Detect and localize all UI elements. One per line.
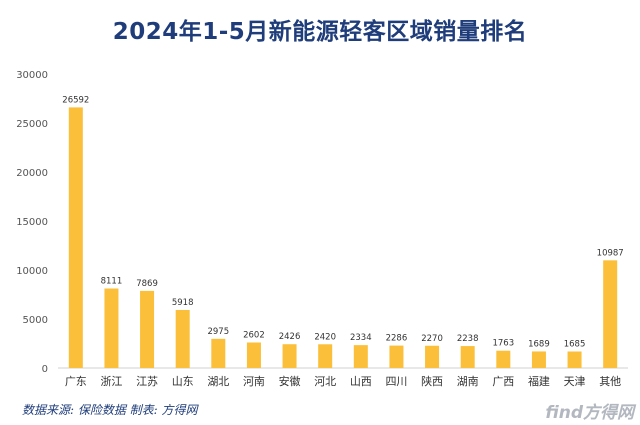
bar-8 [318,344,333,368]
data-label: 2602 [243,331,265,341]
y-tick-label: 30000 [16,70,48,81]
category-label: 四川 [385,375,407,388]
bar-13 [496,350,511,368]
bar-1 [68,107,83,368]
category-label: 广西 [492,375,514,388]
category-label: 安徽 [279,374,301,388]
data-label: 2270 [421,334,443,344]
bar-12 [460,346,475,368]
y-tick-label: 0 [42,364,48,375]
data-label: 7869 [136,279,158,289]
y-tick-label: 25000 [16,119,48,130]
data-label: 2420 [314,332,336,342]
bar-5 [211,338,226,368]
watermark-logo: find方得网 [545,403,634,423]
category-label: 天津 [564,375,586,388]
category-label: 浙江 [100,375,122,388]
data-label: 2238 [457,334,479,344]
category-label: 湖南 [457,375,479,388]
category-label: 山东 [172,375,194,388]
y-tick-label: 10000 [16,266,48,277]
category-label: 陕西 [421,374,443,388]
data-label: 1685 [564,339,586,349]
data-label: 10987 [597,248,624,258]
category-label: 江苏 [136,375,158,388]
category-label: 湖北 [207,375,229,388]
bar-2 [104,288,119,368]
category-label: 福建 [528,374,550,388]
bar-15 [567,351,582,368]
data-label: 26592 [62,95,89,105]
category-label: 其他 [599,375,621,388]
data-label: 5918 [172,298,194,308]
category-label: 山西 [350,375,372,388]
data-source-note: 数据来源: 保险数据 制表: 方得网 [22,403,198,417]
bar-9 [353,345,368,368]
bar-3 [140,290,155,368]
category-label: 河南 [243,375,265,388]
bar-6 [246,342,261,368]
category-label: 河北 [314,375,336,388]
y-tick-label: 15000 [16,217,48,228]
bar-16 [603,260,618,368]
y-tick-label: 5000 [23,315,48,326]
y-tick-label: 20000 [16,168,48,179]
category-label: 广东 [65,375,87,388]
data-label: 2286 [386,334,408,344]
data-label: 1689 [528,339,550,349]
data-label: 1763 [492,339,514,349]
data-label: 2334 [350,333,372,343]
bar-14 [531,351,546,368]
bar-11 [425,345,440,368]
data-label: 2975 [207,327,229,337]
data-label: 8111 [101,277,123,287]
bar-4 [175,310,190,368]
bar-7 [282,344,297,368]
chart-title: 2024年1-5月新能源轻客区域销量排名 [112,19,528,45]
bar-10 [389,345,404,368]
data-label: 2426 [279,332,301,342]
